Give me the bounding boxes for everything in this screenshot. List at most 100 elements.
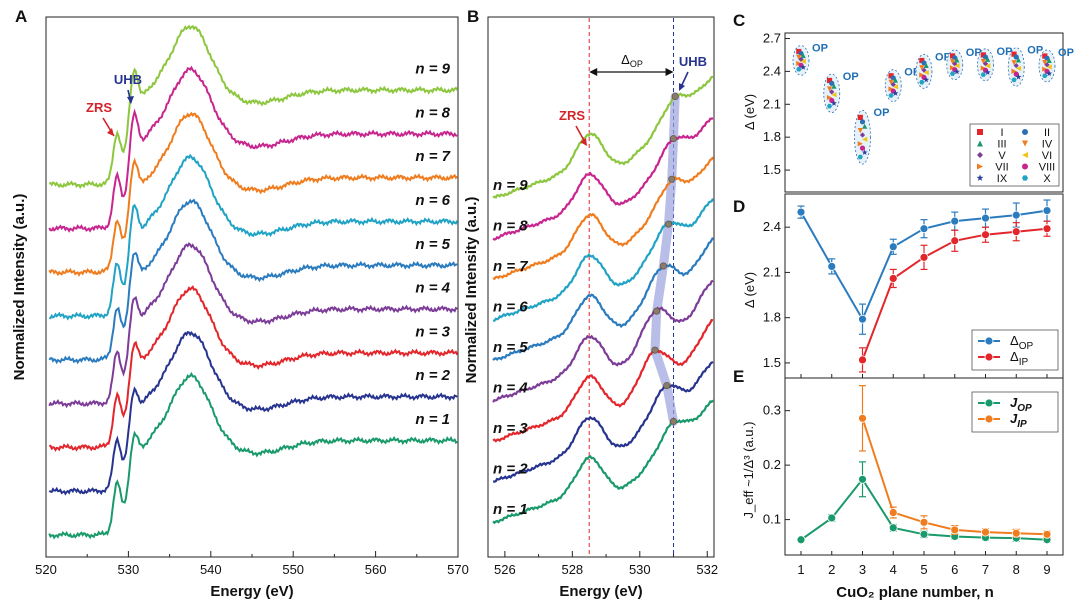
panel-e-y-tick-label: 0.2	[763, 457, 781, 472]
panel-c-marker	[888, 86, 894, 92]
panel-c-marker	[1013, 62, 1019, 69]
panel-c-marker	[976, 174, 984, 181]
panel-c-marker	[859, 145, 866, 151]
panel-b-series-label: n = 5	[493, 339, 528, 356]
panel-b-zrs-arrowhead	[580, 138, 587, 146]
panel-b-uhb-points	[651, 93, 679, 425]
panel-c-marker	[921, 60, 927, 66]
panel-c-marker	[1022, 129, 1028, 135]
panel-a-curve	[48, 331, 458, 496]
panel-c-marker	[923, 76, 930, 83]
panel-d-point	[1011, 210, 1021, 220]
panel-a-series-label: n = 4	[415, 280, 450, 297]
panel-a: A 520 530 540 550 560 570 n = 1n = 2n = 3n = …	[11, 7, 469, 600]
panel-d-series	[796, 199, 1052, 373]
panel-d-point	[858, 355, 867, 365]
panel-a-zrs-label: ZRS	[86, 100, 112, 115]
panel-a-uhb-arrowhead	[127, 96, 134, 104]
panel-a-zrs-arrowhead	[107, 128, 114, 136]
panel-a-x-ticks: 520 530 540 550 560 570	[35, 551, 469, 577]
panel-c-group-label: OP	[874, 107, 890, 119]
panel-c-marker	[921, 74, 927, 81]
panel-c-marker	[826, 86, 833, 92]
panel-c-marker	[921, 67, 927, 73]
panel-c-marker	[1046, 64, 1052, 70]
panel-d-legend-sub: IP	[1019, 357, 1029, 368]
panel-c-marker	[1011, 60, 1017, 66]
panel-c-marker	[919, 72, 925, 78]
panel-c-group-label: OP	[997, 46, 1013, 58]
panel-b-series-label: n = 1	[493, 501, 528, 518]
panel-e-point	[796, 535, 806, 545]
panel-e-x-tick-label: 5	[920, 562, 927, 577]
panel-c-marker	[831, 83, 837, 89]
panel-c-frame	[784, 32, 1064, 193]
panel-c-marker	[829, 97, 835, 104]
panel-e-point	[950, 525, 960, 535]
panel-c-marker	[980, 65, 986, 71]
panel-b-uhb-point	[668, 175, 676, 183]
panel-c-marker	[829, 80, 835, 86]
panel-c-legend-label: VIII	[1039, 162, 1056, 174]
panel-a-series-label: n = 9	[415, 61, 450, 78]
panel-e-legend-sub: IP	[1017, 419, 1027, 430]
panel-c-y-tick-label: 1.8	[763, 129, 781, 144]
panel-c-marker	[954, 63, 960, 69]
panel-d-legend-marker	[984, 352, 994, 362]
panel-a-curve	[48, 242, 458, 409]
panel-a-x-tick-label: 550	[282, 562, 304, 577]
panel-c-legend-label: II	[1044, 127, 1050, 139]
panel-c-group-label: OP	[812, 43, 828, 55]
panel-c-marker	[919, 57, 925, 64]
panel-b-curve	[492, 156, 714, 281]
panel-c-marker	[977, 129, 983, 135]
panel-c-marker	[949, 71, 956, 76]
panel-c-marker	[857, 127, 863, 134]
panel-d-point	[919, 252, 929, 262]
panel-c-legend-label: X	[1043, 173, 1051, 185]
panel-a-series-label: n = 1	[415, 411, 450, 428]
panel-c-legend-label: IV	[1042, 139, 1053, 151]
panel-letter-d: D	[733, 197, 745, 216]
panel-b-uhb-point	[664, 220, 672, 228]
panel-c-marker	[826, 77, 833, 84]
panel-c-marker	[800, 64, 807, 70]
panel-d-y-tick-label: 1.8	[763, 310, 781, 325]
panel-c-marker	[980, 72, 986, 77]
panel-c-marker	[1044, 55, 1050, 61]
panel-b-xlabel: Energy (eV)	[559, 583, 642, 600]
panel-e-x-tick-label: 9	[1043, 562, 1050, 577]
panel-c-marker	[1013, 54, 1019, 60]
panel-c-marker	[796, 48, 802, 55]
panel-b-series-label: n = 3	[493, 420, 528, 437]
panel-b-frame	[487, 16, 715, 558]
panel-b-uhb-arrow	[680, 71, 689, 88]
panel-d-y-tick-label: 2.1	[763, 264, 781, 279]
panel-a-curves	[48, 24, 459, 540]
panel-c-marker	[831, 92, 837, 98]
panel-c-marker	[1046, 57, 1052, 64]
panel-c-marker	[800, 52, 806, 59]
panel-a-series-label: n = 5	[415, 236, 450, 253]
panel-b-uhb-point	[653, 307, 661, 315]
panel-e-point	[858, 413, 867, 423]
panel-c-group-label: OP	[843, 71, 859, 83]
panel-c-marker	[1022, 152, 1028, 158]
panel-a-uhb-label: UHB	[114, 72, 142, 87]
panel-e-legend-box	[971, 391, 1059, 433]
panel-c-group-label: OP	[966, 47, 982, 59]
panel-c-legend-box	[969, 123, 1060, 187]
panel-b-delta-symbol: Δ	[621, 52, 630, 67]
panel-a-curve	[48, 65, 458, 233]
panel-c-marker	[1042, 53, 1048, 59]
panel-d-y-ticks: 1.5 1.8 2.1 2.4	[763, 219, 1048, 378]
panel-c-marker	[1022, 175, 1028, 181]
panel-b-ylabel: Normalized Intensity (a.u.)	[463, 197, 480, 384]
panel-e-x-tick-label: 7	[982, 562, 989, 577]
panel-e-series-line	[861, 417, 1048, 536]
panel-d-legend-sub: OP	[1019, 341, 1034, 352]
panel-c-group-label: OP	[1027, 45, 1043, 57]
panel-c-marker	[888, 93, 894, 98]
panel-b-x-tick-label: 530	[629, 562, 651, 577]
